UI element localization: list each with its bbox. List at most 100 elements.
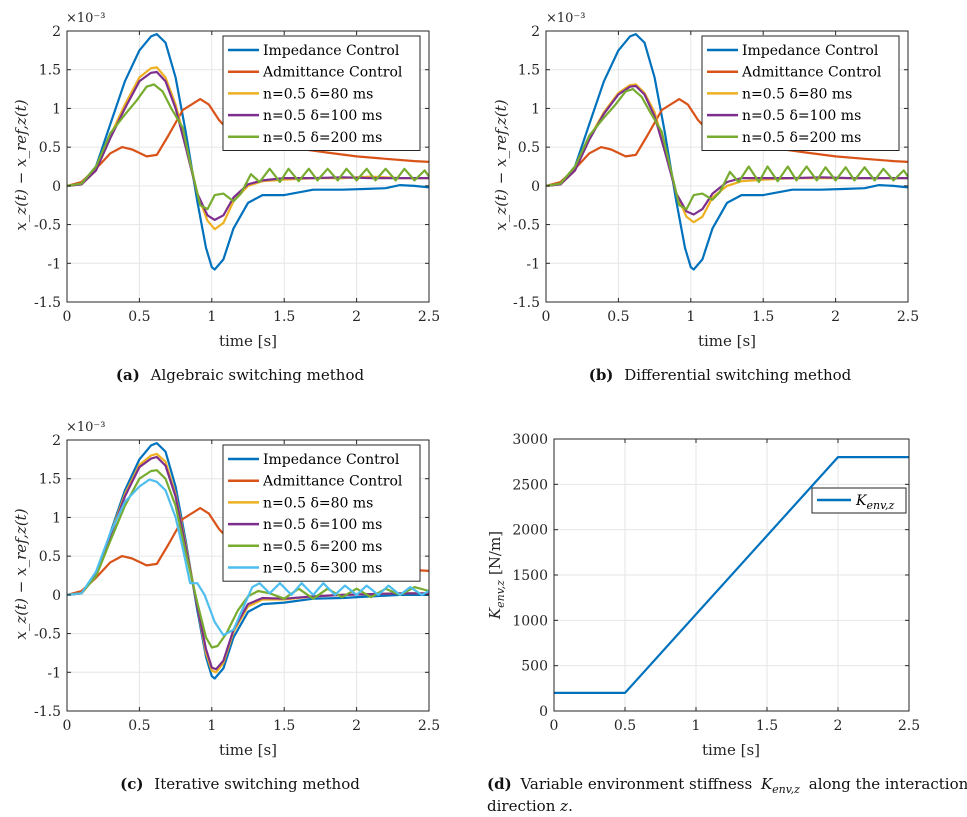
series-line <box>66 455 429 671</box>
x-tick-label: 1.5 <box>752 309 774 325</box>
series-line <box>545 33 909 271</box>
panel-a-series <box>66 33 430 271</box>
x-tick-label: 0.5 <box>128 718 150 734</box>
panel-d-caption-line2: direction z. <box>487 797 573 815</box>
series-line <box>66 83 430 211</box>
legend-entry: n=0.5 δ=100 ms <box>263 108 382 124</box>
x-tick-label: 1.5 <box>273 309 295 325</box>
x-tick-label: 0.5 <box>614 718 636 734</box>
series-line <box>554 456 909 694</box>
y-tick-label: 0 <box>52 179 61 195</box>
x-tick-label: 2.5 <box>898 718 920 734</box>
y-tick-label: -1 <box>47 665 61 681</box>
panel-d-legend-subscript: env,z <box>866 499 894 512</box>
panel-d-legend-label: Kenv,z <box>855 493 894 512</box>
y-tick-label: 1.5 <box>39 63 61 79</box>
panel-c-exponent: ×10⁻³ <box>66 420 106 435</box>
x-tick-label: 1.5 <box>273 718 295 734</box>
panel-b-exponent: ×10⁻³ <box>546 11 586 26</box>
y-tick-label: -1 <box>526 256 540 272</box>
y-tick-label: 1 <box>52 101 61 117</box>
x-tick-label: 2 <box>831 309 840 325</box>
y-tick-label: 0 <box>539 704 548 720</box>
legend-entry: n=0.5 δ=100 ms <box>263 517 382 533</box>
legend-box <box>222 444 421 582</box>
panel-d-xlabel: time [s] <box>702 741 760 759</box>
y-tick-label: 0 <box>531 179 540 195</box>
y-tick-label: -0.5 <box>34 627 61 643</box>
panel-d-caption-label: (d) <box>487 775 512 793</box>
legend-entry: n=0.5 δ=80 ms <box>263 86 373 102</box>
y-tick-label: 1 <box>531 101 540 117</box>
panel-d-ylabel-symbol: K <box>486 607 504 620</box>
x-tick-label: 0 <box>63 718 72 734</box>
x-tick-label: 1 <box>207 718 216 734</box>
panel-c-iterative: 0 0.5 1 1.5 2 2.5 -1.5 -1 -0.5 0 0.5 1 1.5 2 ×10⁻³ ti… <box>12 420 440 793</box>
y-tick-label: -1 <box>47 256 61 272</box>
legend-entry: Admittance Control <box>741 65 882 81</box>
panel-a-xlabel: time [s] <box>219 332 277 350</box>
panel-d-series <box>554 456 909 694</box>
x-tick-label: 1 <box>686 309 695 325</box>
panel-a-caption: (a) Algebraic switching method <box>116 366 365 384</box>
panel-d-caption-text-1: Variable environment stiffness <box>519 775 752 793</box>
panel-d-caption-text-2: along the interaction <box>809 775 967 793</box>
panel-b-caption-label: (b) <box>589 366 614 384</box>
panel-d-caption-period: . <box>568 797 573 815</box>
series-line <box>66 33 430 271</box>
x-tick-label: 1.5 <box>756 718 778 734</box>
legend-entry: Impedance Control <box>263 452 400 468</box>
y-tick-label: 2 <box>52 24 61 40</box>
panel-c-caption: (c) Iterative switching method <box>120 775 360 793</box>
panel-c-xlabel: time [s] <box>219 741 277 759</box>
legend-entry: Impedance Control <box>263 43 400 59</box>
panel-c-legend: Impedance Control Admittance Control n=0.5… <box>222 444 421 582</box>
y-tick-label: 1.5 <box>518 63 540 79</box>
panel-b-legend: Impedance Control Admittance Control n=0.5… <box>701 35 900 151</box>
x-tick-label: 0 <box>63 309 72 325</box>
panel-c-plot-frame <box>66 439 430 712</box>
panel-a-ylabel: x_z(t) − x_ref,z(t) <box>12 99 30 230</box>
panel-c-caption-label: (c) <box>120 775 143 793</box>
x-tick-label: 2 <box>352 309 361 325</box>
y-tick-label: 0.5 <box>518 140 540 156</box>
x-tick-label: 0.5 <box>607 309 629 325</box>
legend-entry: Impedance Control <box>742 43 879 59</box>
y-tick-label: 500 <box>521 659 548 675</box>
y-tick-label: 2 <box>531 24 540 40</box>
x-tick-label: 0 <box>542 309 551 325</box>
y-tick-label: 1500 <box>512 568 548 584</box>
y-tick-label: -0.5 <box>513 218 540 234</box>
y-tick-label: 0.5 <box>39 140 61 156</box>
x-tick-label: 2 <box>352 718 361 734</box>
y-tick-label: 1.5 <box>39 472 61 488</box>
legend-entry: n=0.5 δ=80 ms <box>263 495 373 511</box>
panel-d-caption-symbol: K <box>760 775 773 793</box>
panel-b-plot-frame <box>545 30 909 303</box>
panel-d-caption-text-3-symbol: z <box>559 797 568 815</box>
x-tick-label: 1 <box>692 718 701 734</box>
series-line <box>66 70 429 221</box>
panel-d-ylabel-unit: [N/m] <box>486 531 504 575</box>
panel-c-caption-text: Iterative switching method <box>154 775 360 793</box>
panel-b-caption: (b) Differential switching method <box>589 366 852 384</box>
y-tick-label: 2000 <box>512 523 548 539</box>
panel-a-caption-text: Algebraic switching method <box>150 366 365 384</box>
series-line <box>545 88 909 211</box>
panel-d-legend-symbol: K <box>855 493 868 509</box>
legend-entry: n=0.5 δ=300 ms <box>263 561 382 577</box>
y-tick-label: -1.5 <box>34 704 61 720</box>
panel-c-ylabel: x_z(t) − x_ref,z(t) <box>12 508 30 639</box>
panel-d-ylabel: Kenv,z [N/m] <box>486 531 507 620</box>
x-tick-label: 2.5 <box>418 309 440 325</box>
panel-d-ylabel-subscript: env,z <box>494 580 507 608</box>
panel-b-series <box>545 33 909 271</box>
panel-d-caption-text-3: direction <box>487 797 556 815</box>
x-tick-label: 2.5 <box>897 309 919 325</box>
x-tick-label: 2 <box>834 718 843 734</box>
panel-d-caption-subscript: env,z <box>772 783 800 796</box>
y-tick-label: -1.5 <box>34 295 61 311</box>
series-line <box>545 98 909 187</box>
x-tick-label: 1 <box>207 309 216 325</box>
